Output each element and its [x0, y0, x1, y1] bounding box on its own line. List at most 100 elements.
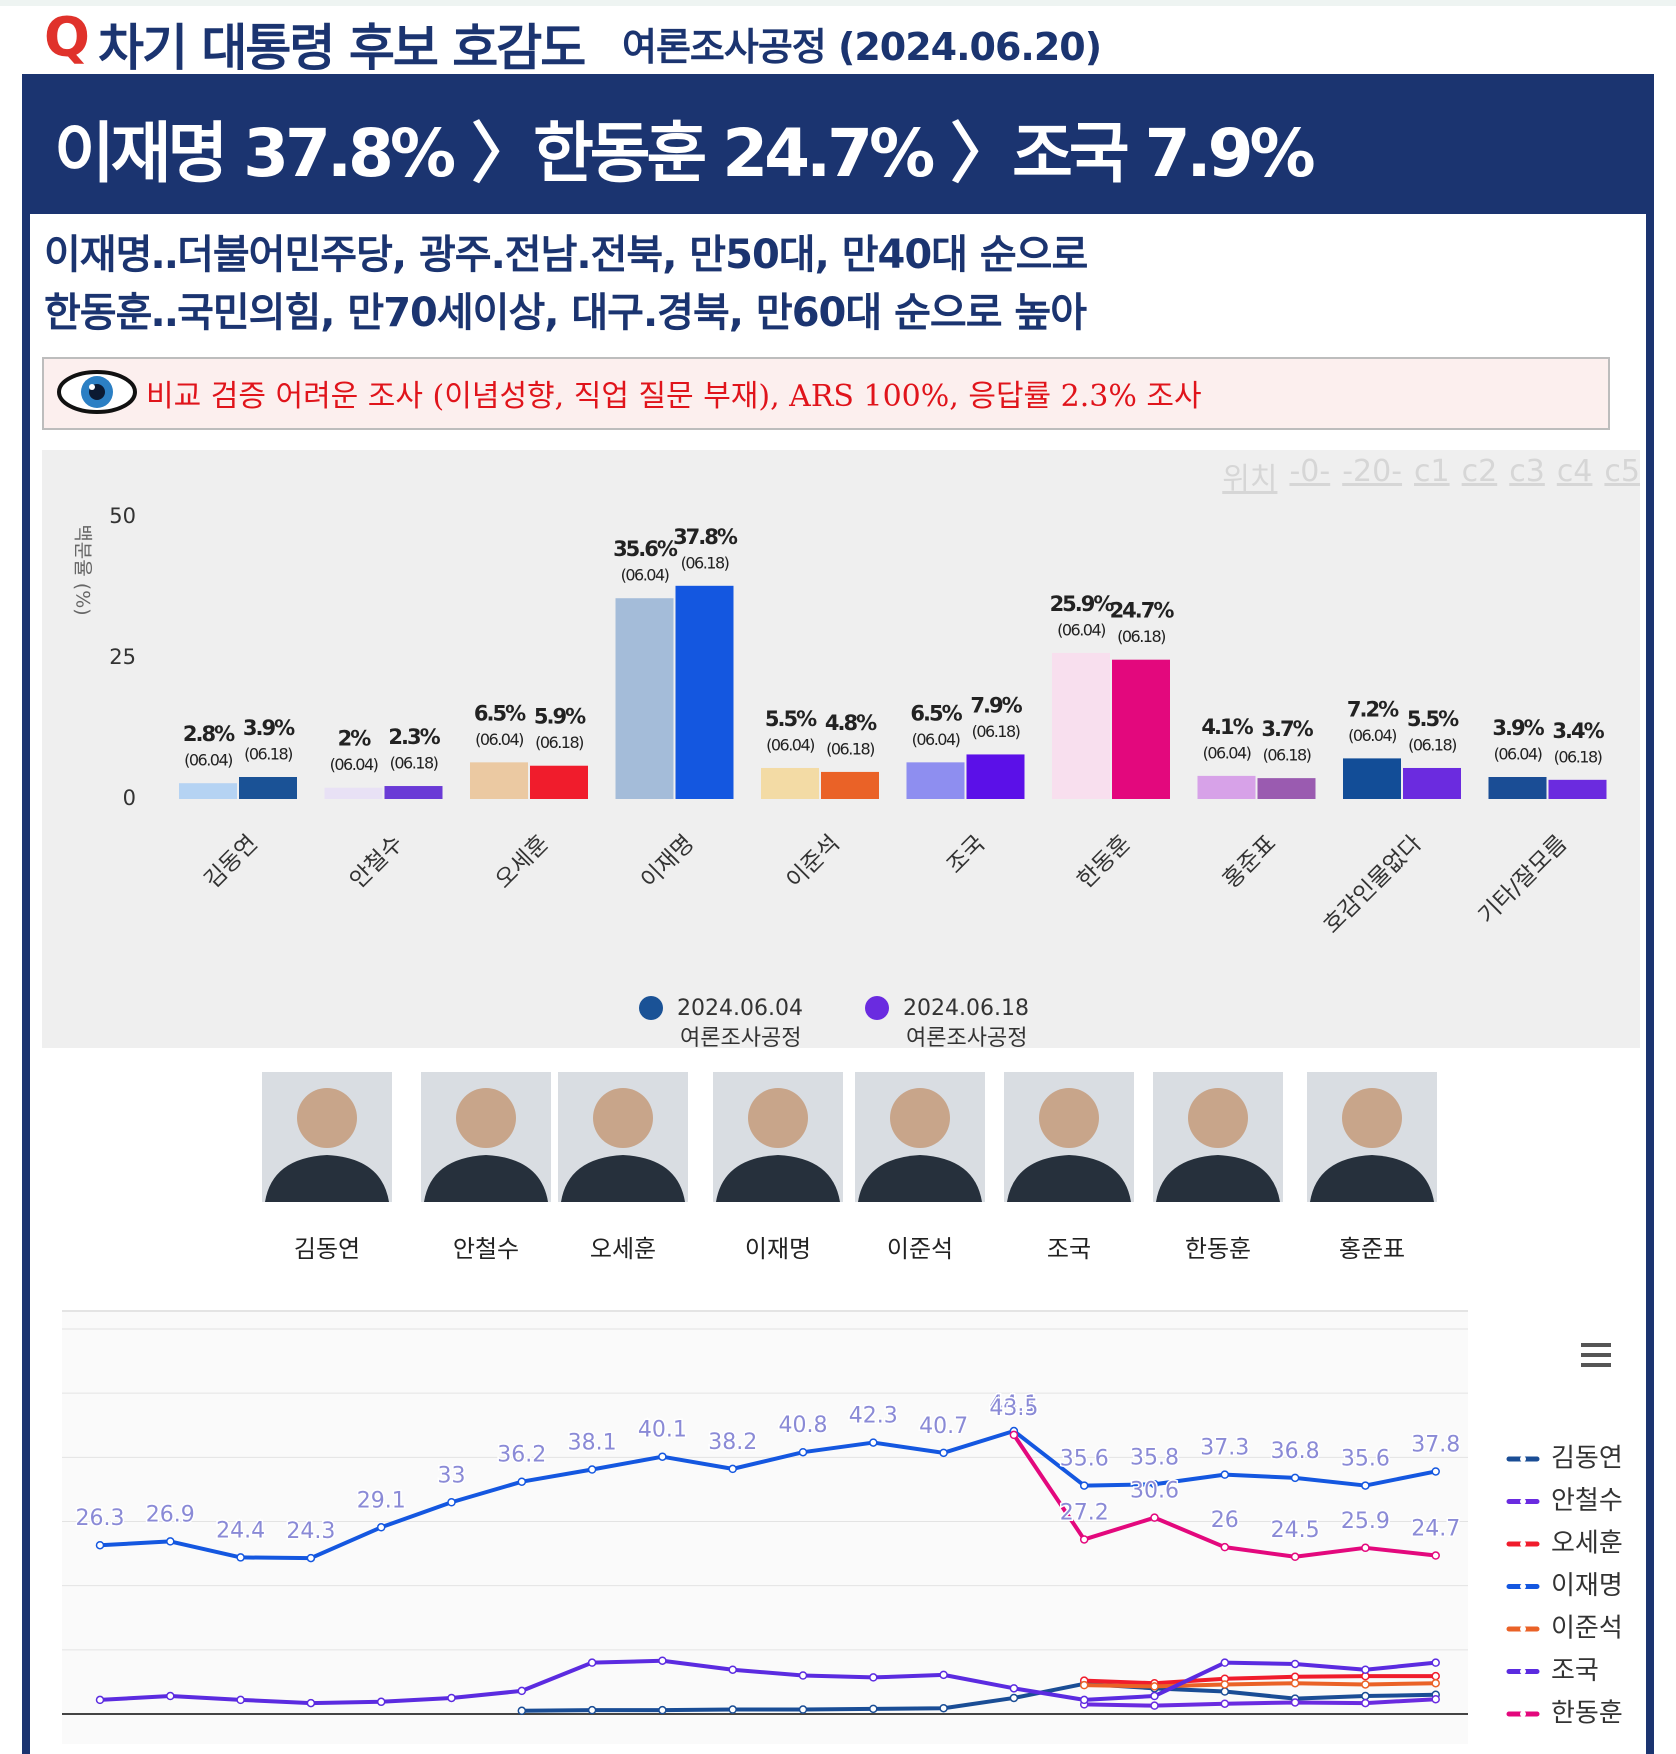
line-point	[1290, 1473, 1300, 1483]
legend-dot	[1520, 1541, 1526, 1547]
line-point	[1431, 1658, 1440, 1667]
point-label: 40.8	[779, 1413, 828, 1438]
line-point	[1431, 1694, 1440, 1704]
point-label: 43.5	[989, 1396, 1038, 1421]
line-point	[1220, 1470, 1230, 1479]
legend-label: 한동훈	[1551, 1699, 1623, 1729]
line-point	[939, 1703, 948, 1713]
bar	[324, 787, 383, 799]
bar-date-label: (06.04)	[330, 755, 378, 774]
x-tick-label: 조국	[942, 830, 990, 878]
bar-date-label: (06.04)	[912, 730, 960, 749]
bar-value-label: 2%	[338, 727, 372, 751]
series-line	[99, 1658, 1436, 1706]
chart-menu[interactable]	[1566, 1330, 1624, 1380]
bar	[906, 762, 965, 799]
bar	[761, 767, 819, 799]
candidate-name: 조국	[1047, 1235, 1091, 1263]
nav-link[interactable]: -0-	[1289, 454, 1331, 489]
legend-source: 여론조사공정	[680, 1026, 801, 1051]
line-point	[236, 1553, 245, 1562]
x-tick-label: 오세훈	[491, 830, 554, 893]
series-line	[1084, 1674, 1436, 1686]
nav-link[interactable]: c3	[1509, 454, 1545, 489]
line-point	[869, 1438, 878, 1447]
bar-date-label: (06.18)	[535, 733, 583, 752]
candidate-name: 한동훈	[1185, 1235, 1251, 1263]
legend-label: 오세훈	[1551, 1529, 1623, 1559]
line-point	[1009, 1684, 1019, 1693]
legend-dot	[1520, 1456, 1526, 1462]
candidate-photo	[1004, 1072, 1134, 1202]
photo-body	[265, 1155, 389, 1202]
legend-label: 이재명	[1551, 1571, 1623, 1601]
line-point	[1150, 1691, 1159, 1701]
bar	[239, 777, 297, 799]
line-point	[1290, 1698, 1300, 1707]
bar-value-label: 3.7%	[1261, 717, 1313, 741]
bar	[384, 786, 443, 799]
nav-links: 위치 -0- -20- c1 c2 c3 c4 c5	[1222, 454, 1640, 498]
candidate-name: 이준석	[887, 1235, 953, 1263]
series-line	[1084, 1681, 1436, 1689]
bar-value-label: 6.5%	[910, 701, 962, 725]
bar-date-label: (06.04)	[184, 751, 232, 770]
line-point	[1361, 1543, 1370, 1553]
photo-head	[297, 1088, 357, 1148]
line-point	[1431, 1671, 1440, 1681]
bar-date-label: (06.04)	[1203, 743, 1251, 762]
bar-date-label: (06.04)	[766, 735, 814, 754]
y-tick-label: 25	[109, 645, 136, 669]
line-point	[658, 1705, 667, 1715]
bar-value-label: 6.5%	[474, 701, 526, 725]
point-label: 24.5	[1271, 1518, 1320, 1543]
photo-body	[424, 1155, 548, 1202]
bar-value-label: 7.9%	[970, 693, 1022, 717]
point-label: 26.9	[146, 1502, 195, 1527]
bar-value-label: 2.8%	[183, 722, 235, 746]
nav-link[interactable]: 위치	[1222, 462, 1278, 497]
line-point	[798, 1705, 808, 1714]
legend-label: 조국	[1551, 1656, 1599, 1686]
nav-link[interactable]: c1	[1414, 454, 1450, 489]
line-point	[798, 1671, 808, 1680]
point-label: 30.6	[1130, 1479, 1179, 1504]
nav-link[interactable]: -20-	[1342, 454, 1403, 489]
line-point	[517, 1706, 527, 1716]
x-tick-label: 안철수	[345, 830, 408, 893]
bar-date-label: (06.18)	[1117, 627, 1165, 646]
legend-marker	[865, 996, 889, 1020]
notice-text: 비교 검증 어려운 조사 (이념성향, 직업 질문 부재), ARS 100%,…	[146, 379, 1202, 414]
nav-link[interactable]: c5	[1604, 454, 1640, 489]
bar-date-label: (06.18)	[1408, 735, 1456, 754]
legend-marker	[639, 996, 663, 1020]
photo-head	[1188, 1088, 1248, 1148]
bar-date-label: (06.18)	[681, 553, 729, 572]
line-point	[95, 1695, 105, 1705]
y-tick-label: 0	[123, 786, 136, 810]
bar-value-label: 3.4%	[1552, 719, 1604, 743]
point-label: 24.4	[216, 1518, 265, 1543]
line-point	[587, 1705, 597, 1715]
line-point	[1361, 1665, 1370, 1674]
point-label: 44.1	[989, 1392, 1038, 1417]
line-point	[447, 1693, 456, 1703]
nav-link[interactable]: c2	[1461, 454, 1498, 489]
candidate-name: 오세훈	[590, 1235, 656, 1263]
legend-source: 여론조사공정	[906, 1026, 1027, 1051]
line-point	[728, 1705, 737, 1714]
legend-label: 이준석	[1551, 1614, 1623, 1644]
candidate-photo	[1153, 1072, 1283, 1202]
point-label: 26	[1211, 1508, 1239, 1533]
candidate-name: 안철수	[453, 1235, 519, 1263]
nav-link[interactable]: c4	[1556, 454, 1593, 489]
point-label: 25.9	[1341, 1509, 1390, 1534]
eye-icon	[57, 370, 137, 414]
banner	[22, 74, 1654, 214]
menu-icon[interactable]	[1566, 1330, 1624, 1380]
line-point	[1150, 1682, 1159, 1691]
line-point	[798, 1447, 808, 1457]
line-point	[939, 1448, 948, 1458]
bar	[470, 762, 528, 799]
